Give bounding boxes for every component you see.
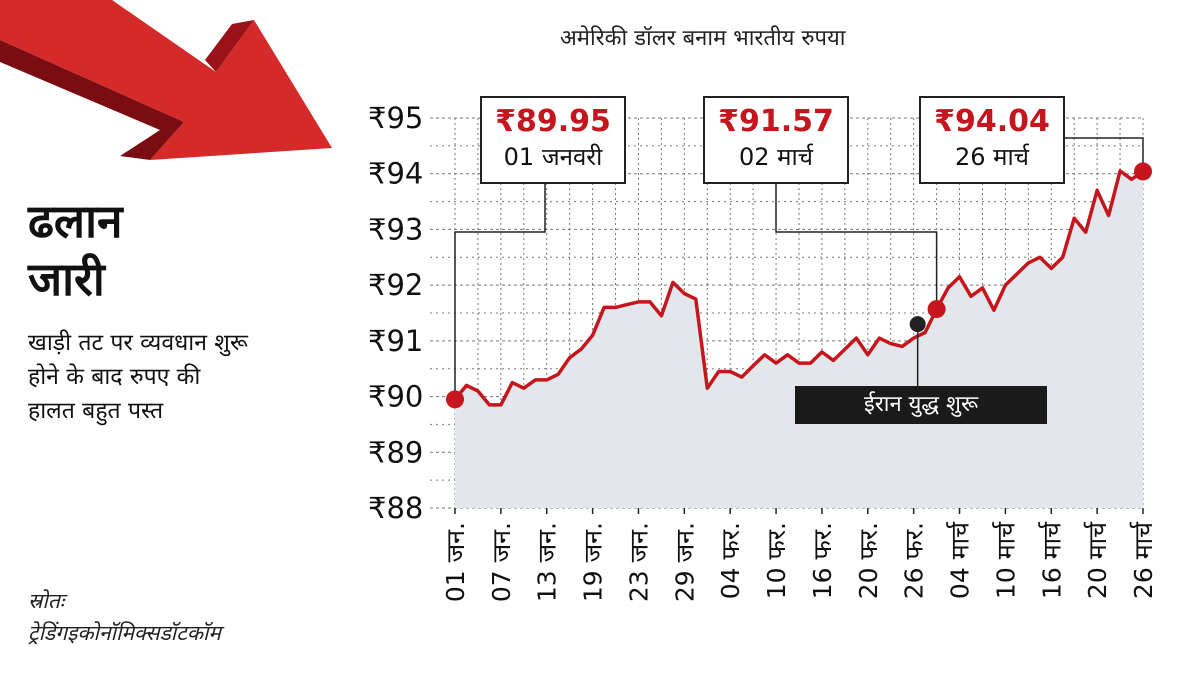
x-tick-label: 16 मार्च (1037, 521, 1066, 599)
y-tick-label: ₹88 (368, 491, 423, 525)
x-tick-label: 10 फर. (762, 522, 791, 599)
highlight-point (927, 300, 946, 319)
x-tick-label: 29 जन. (670, 522, 699, 602)
x-tick-label: 20 मार्च (1083, 521, 1112, 599)
callout-mid-date: 02 मार्च (739, 143, 813, 171)
headline-line-1: ढलान (28, 194, 123, 248)
callout-start: ₹89.95 01 जनवरी (480, 96, 626, 184)
trend-down-arrow-icon (0, 0, 332, 160)
x-tick-label: 23 जन. (624, 522, 653, 602)
x-tick-label: 10 मार्च (991, 521, 1020, 599)
headline-line-2: जारी (28, 252, 105, 306)
x-tick-label: 01 जन. (441, 522, 470, 602)
headline-subtitle: खाड़ी तट पर व्यवधान शुरू होने के बाद रुप… (28, 330, 248, 424)
x-tick-label: 13 जन. (533, 522, 562, 602)
event-label: ईरान युद्ध शुरू (795, 386, 1047, 424)
x-axis-ticks: 01 जन. 07 जन. 13 जन. 19 जन. 23 जन. 29 जन. 04 फ… (441, 508, 1158, 602)
highlight-point (446, 390, 464, 409)
x-tick-label: 04 फर. (716, 522, 745, 599)
callout-connector (454, 184, 546, 400)
chart-marks (446, 162, 1152, 409)
y-tick-label: ₹94 (368, 157, 423, 191)
y-axis-ticks: ₹88 ₹89 ₹90 ₹91 ₹92 ₹93 ₹94 ₹95 (368, 101, 423, 525)
callout-start-date: 01 जनवरी (503, 143, 603, 171)
callout-mid: ₹91.57 02 मार्च (703, 96, 849, 184)
y-tick-label: ₹91 (368, 324, 423, 358)
source-note: स्रोतः ट्रेडिंगइकोनॉमिक्सडॉटकॉम (28, 585, 348, 649)
callout-start-value: ₹89.95 (495, 104, 611, 139)
y-tick-label: ₹90 (368, 380, 423, 414)
callout-connector (775, 184, 938, 310)
source-label: स्रोतः (28, 589, 65, 613)
event-point (909, 316, 926, 333)
x-tick-label: 07 जन. (487, 522, 516, 602)
y-tick-label: ₹92 (368, 268, 423, 302)
x-tick-label: 20 फर. (854, 522, 883, 599)
x-tick-label: 16 फर. (808, 522, 837, 599)
y-tick-label: ₹89 (368, 435, 423, 469)
highlight-point (1134, 162, 1152, 181)
callout-connector (1065, 137, 1144, 172)
headline: ढलान जारी (28, 192, 228, 308)
rate-line (453, 169, 1144, 407)
y-tick-label: ₹95 (368, 101, 423, 135)
x-tick-label: 26 फर. (900, 522, 929, 599)
callout-connectors (454, 137, 1144, 400)
x-tick-label: 26 मार्च (1129, 521, 1158, 599)
chart-title: अमेरिकी डॉलर बनाम भारतीय रुपया (560, 26, 846, 51)
x-tick-label: 19 जन. (579, 522, 608, 602)
y-tick-label: ₹93 (368, 212, 423, 246)
callout-end: ₹94.04 26 मार्च (919, 96, 1065, 184)
callout-end-date: 26 मार्च (955, 143, 1029, 171)
x-tick-label: 04 मार्च (946, 521, 975, 599)
callout-mid-value: ₹91.57 (718, 104, 834, 139)
source-value: ट्रेडिंगइकोनॉमिक्सडॉटकॉम (28, 621, 221, 645)
callout-end-value: ₹94.04 (934, 104, 1050, 139)
